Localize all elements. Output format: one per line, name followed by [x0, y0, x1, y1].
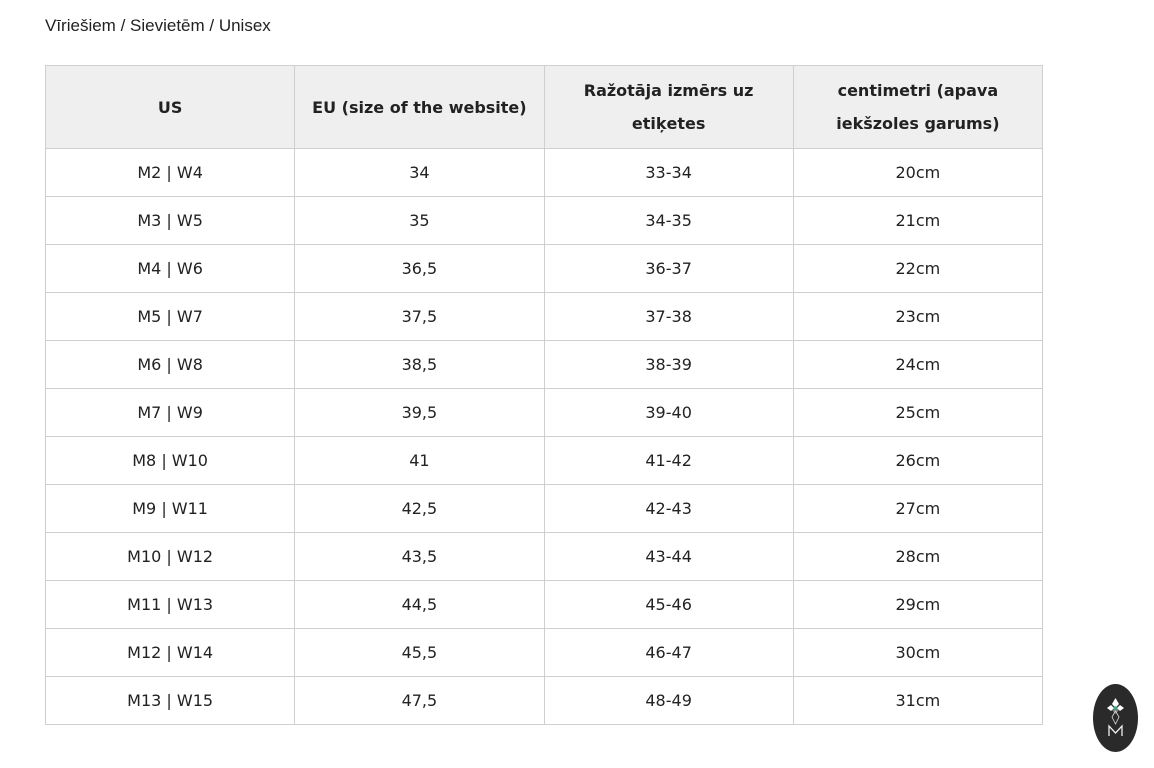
table-row: M7 | W9 39,5 39-40 25cm [44, 388, 1044, 437]
table-row: M6 | W8 38,5 38-39 24cm [44, 340, 1044, 389]
cell-manufacturer-size: 37-38 [543, 292, 794, 341]
size-chart-table: US EU (size of the website) Ražotāja izm… [44, 65, 1044, 725]
cell-us: M2 | W4 [44, 148, 296, 197]
cell-manufacturer-size: 34-35 [543, 196, 794, 245]
cell-us: M10 | W12 [44, 532, 296, 581]
header-us: US [44, 65, 296, 149]
cell-us: M8 | W10 [44, 436, 296, 485]
cell-centimeters: 22cm [792, 244, 1044, 293]
table-row: M11 | W13 44,5 45-46 29cm [44, 580, 1044, 629]
table-row: M13 | W15 47,5 48-49 31cm [44, 676, 1044, 725]
header-centimeters: centimetri (apava iekšzoles garums) [792, 65, 1044, 149]
cell-us: M12 | W14 [44, 628, 296, 677]
cell-centimeters: 21cm [792, 196, 1044, 245]
cell-centimeters: 25cm [792, 388, 1044, 437]
header-manufacturer-size: Ražotāja izmērs uz etiķetes [543, 65, 794, 149]
cell-manufacturer-size: 38-39 [543, 340, 794, 389]
cell-manufacturer-size: 45-46 [543, 580, 794, 629]
cell-eu: 38,5 [294, 340, 545, 389]
size-category-caption: Vīriešiem / Sievietēm / Unisex [45, 16, 271, 35]
cell-us: M4 | W6 [44, 244, 296, 293]
table-row: M3 | W5 35 34-35 21cm [44, 196, 1044, 245]
table-header-row: US EU (size of the website) Ražotāja izm… [44, 65, 1044, 149]
cell-centimeters: 20cm [792, 148, 1044, 197]
cell-centimeters: 26cm [792, 436, 1044, 485]
cell-centimeters: 23cm [792, 292, 1044, 341]
cell-manufacturer-size: 46-47 [543, 628, 794, 677]
cell-eu: 47,5 [294, 676, 545, 725]
table-row: M9 | W11 42,5 42-43 27cm [44, 484, 1044, 533]
table-row: M10 | W12 43,5 43-44 28cm [44, 532, 1044, 581]
cell-us: M6 | W8 [44, 340, 296, 389]
cell-manufacturer-size: 41-42 [543, 436, 794, 485]
cell-centimeters: 29cm [792, 580, 1044, 629]
header-eu: EU (size of the website) [294, 65, 545, 149]
cell-eu: 34 [294, 148, 545, 197]
cell-eu: 41 [294, 436, 545, 485]
cell-eu: 42,5 [294, 484, 545, 533]
cell-eu: 43,5 [294, 532, 545, 581]
cell-manufacturer-size: 42-43 [543, 484, 794, 533]
cell-us: M11 | W13 [44, 580, 296, 629]
cell-manufacturer-size: 36-37 [543, 244, 794, 293]
cell-manufacturer-size: 33-34 [543, 148, 794, 197]
cell-eu: 35 [294, 196, 545, 245]
cell-centimeters: 31cm [792, 676, 1044, 725]
table-row: M4 | W6 36,5 36-37 22cm [44, 244, 1044, 293]
cell-eu: 45,5 [294, 628, 545, 677]
cell-centimeters: 28cm [792, 532, 1044, 581]
cell-manufacturer-size: 48-49 [543, 676, 794, 725]
cell-us: M9 | W11 [44, 484, 296, 533]
cell-eu: 36,5 [294, 244, 545, 293]
table-row: M5 | W7 37,5 37-38 23cm [44, 292, 1044, 341]
cell-eu: 37,5 [294, 292, 545, 341]
table-row: M2 | W4 34 33-34 20cm [44, 148, 1044, 197]
cell-us: M5 | W7 [44, 292, 296, 341]
cell-centimeters: 24cm [792, 340, 1044, 389]
cell-us: M13 | W15 [44, 676, 296, 725]
brand-logo-icon[interactable] [1093, 684, 1138, 752]
cell-eu: 44,5 [294, 580, 545, 629]
cell-us: M7 | W9 [44, 388, 296, 437]
cell-centimeters: 30cm [792, 628, 1044, 677]
cell-manufacturer-size: 39-40 [543, 388, 794, 437]
cell-centimeters: 27cm [792, 484, 1044, 533]
cell-eu: 39,5 [294, 388, 545, 437]
table-row: M12 | W14 45,5 46-47 30cm [44, 628, 1044, 677]
table-row: M8 | W10 41 41-42 26cm [44, 436, 1044, 485]
cell-us: M3 | W5 [44, 196, 296, 245]
cell-manufacturer-size: 43-44 [543, 532, 794, 581]
